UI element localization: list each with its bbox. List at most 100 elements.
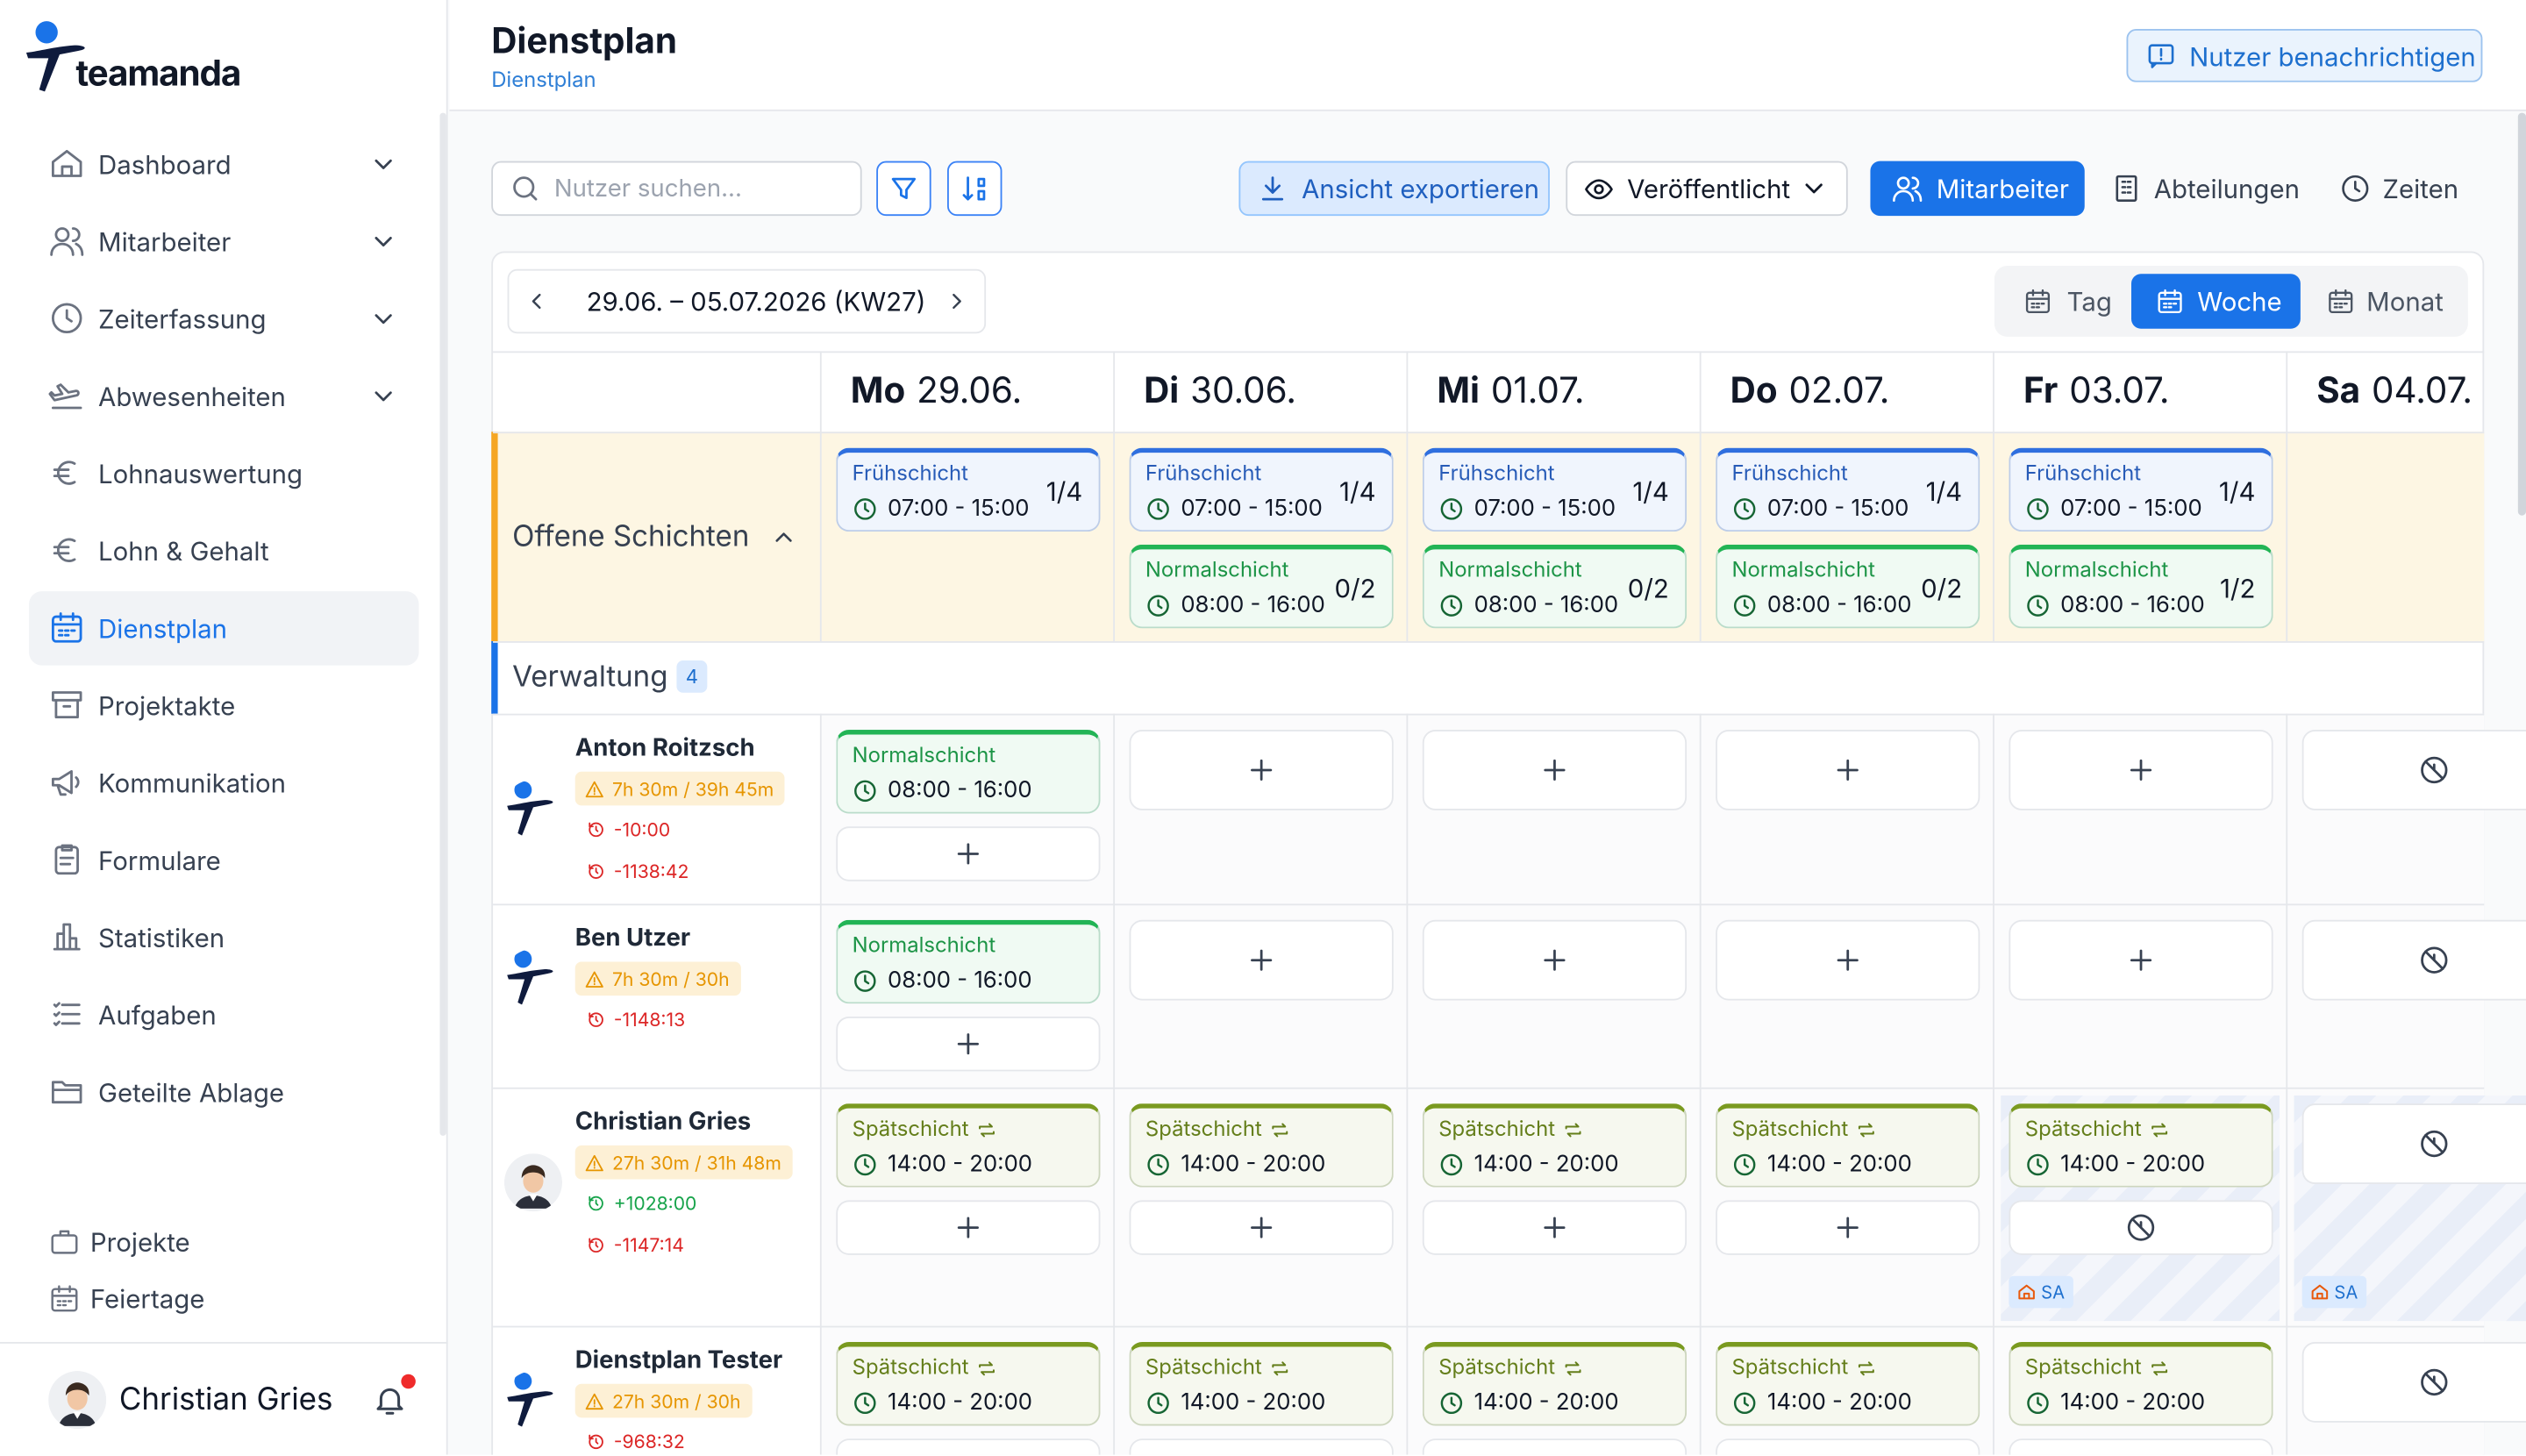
export-button[interactable] — [1238, 161, 1550, 217]
shift-time: 08:00 - 16:00 — [888, 776, 1032, 804]
shift-card[interactable]: Spätschicht 14:00 - 20:00 — [1422, 1342, 1688, 1426]
absence-code: SA — [2334, 1281, 2358, 1303]
date-picker[interactable] — [507, 268, 987, 334]
icon-part — [2424, 1372, 2444, 1393]
clock-icon — [2025, 1152, 2051, 1177]
breadcrumb[interactable]: Dienstplan — [491, 68, 596, 94]
shift-card[interactable]: Spätschicht 14:00 - 20:00 — [1716, 1103, 1980, 1188]
shift-card[interactable]: Frühschicht 07:00 - 15:00 1/4 — [1422, 447, 1688, 532]
shift-time: 14:00 - 20:00 — [1181, 1150, 1326, 1178]
clock-icon — [1145, 1390, 1171, 1416]
icon — [1584, 174, 1615, 204]
nav-label[interactable]: Projekte — [89, 1225, 190, 1259]
shift-card[interactable]: Spätschicht 14:00 - 20:00 — [2009, 1342, 2273, 1426]
employee-name[interactable]: Dienstplan Tester — [574, 1343, 783, 1374]
icon-part — [51, 149, 82, 177]
employee-name[interactable]: Christian Gries — [574, 1105, 752, 1136]
icon-part — [503, 1153, 563, 1212]
icon-part — [53, 1002, 81, 1026]
shift-card[interactable]: Spätschicht 14:00 - 20:00 — [1716, 1342, 1980, 1426]
icon-part — [1544, 1217, 1566, 1238]
icon-part — [513, 176, 535, 198]
shift-card[interactable]: Normalschicht 08:00 - 16:00 — [836, 919, 1101, 1004]
icon-part — [2151, 1122, 2168, 1137]
clock-icon — [1731, 496, 1757, 522]
shift-card[interactable]: Frühschicht 07:00 - 15:00 1/4 — [2009, 447, 2273, 532]
icon-part — [1147, 1153, 1169, 1176]
shift-card[interactable]: Spätschicht 14:00 - 20:00 — [1129, 1342, 1394, 1426]
mode-tab[interactable]: Tag — [2066, 285, 2112, 318]
shift-time: 14:00 - 20:00 — [1766, 1150, 1912, 1178]
icon-part — [1272, 1360, 1288, 1375]
icon-part — [585, 1154, 603, 1171]
shift-name: Normalschicht — [1145, 557, 1289, 583]
icon-part — [35, 21, 58, 44]
employee-name[interactable]: Ben Utzer — [574, 921, 691, 953]
icon-part — [507, 1372, 553, 1428]
shift-card[interactable]: Frühschicht 07:00 - 15:00 1/4 — [1129, 447, 1394, 532]
icon-part — [375, 314, 392, 325]
icon-part — [1733, 595, 1756, 617]
add-shift-button[interactable] — [836, 1438, 1101, 1455]
notify-button[interactable] — [2126, 29, 2483, 82]
shift-card[interactable]: Normalschicht 08:00 - 16:00 — [836, 730, 1101, 814]
hours-badge: 27h 30m / 30h — [574, 1383, 753, 1418]
shift-card[interactable]: Spätschicht 14:00 - 20:00 — [836, 1342, 1101, 1426]
icon-part — [1805, 183, 1823, 194]
mode-tab[interactable]: Monat — [2366, 285, 2444, 318]
icon-part — [1896, 176, 1910, 190]
nav-item[interactable] — [29, 591, 419, 666]
employee-avatar — [503, 1371, 563, 1430]
icon-part — [1147, 1392, 1169, 1415]
add-shift-button[interactable] — [2009, 1438, 2273, 1455]
icon-part — [2329, 289, 2353, 309]
view-tab[interactable]: Zeiten — [2382, 172, 2459, 205]
shift-card[interactable]: Spätschicht 14:00 - 20:00 — [836, 1103, 1101, 1188]
shift-card[interactable]: Frühschicht 07:00 - 15:00 1/4 — [1716, 447, 1980, 532]
view-tab[interactable]: Abteilungen — [2153, 172, 2300, 205]
shift-card[interactable]: Spätschicht 14:00 - 20:00 — [2009, 1103, 2273, 1188]
add-shift-button[interactable] — [1422, 1438, 1688, 1455]
status-select[interactable] — [1566, 161, 1848, 217]
icon-part — [1837, 759, 1859, 782]
icon-part — [2424, 760, 2444, 781]
balance-icon — [587, 862, 606, 881]
shift-card[interactable]: Normalschicht 08:00 - 16:00 0/2 — [1422, 544, 1688, 629]
employee-name[interactable]: Anton Roitzsch — [574, 731, 755, 762]
clock-icon — [1731, 593, 1757, 618]
shift-card[interactable]: Normalschicht 08:00 - 16:00 1/2 — [2009, 544, 2273, 629]
shift-name: Spätschicht — [2024, 1116, 2142, 1143]
shift-card[interactable]: Normalschicht 08:00 - 16:00 0/2 — [1716, 544, 1980, 629]
nav-item[interactable] — [29, 824, 418, 897]
shift-card[interactable]: Frühschicht 07:00 - 15:00 1/4 — [836, 447, 1101, 532]
clock-icon — [853, 1390, 878, 1416]
add-shift-button[interactable] — [1129, 1438, 1394, 1455]
sort-button[interactable] — [947, 161, 1003, 217]
icon-part — [775, 532, 792, 542]
plus-icon — [1245, 1450, 1278, 1455]
nav-icon — [48, 996, 85, 1032]
icon-part — [854, 1392, 876, 1415]
icon-part — [589, 822, 599, 832]
search-input[interactable] — [491, 161, 862, 217]
icon-part — [375, 237, 392, 247]
add-shift-button[interactable] — [1716, 1438, 1980, 1455]
column-divider — [2286, 713, 2288, 1455]
icon-part — [2148, 44, 2174, 65]
repeat-icon — [1563, 1357, 1584, 1378]
shift-card[interactable]: Spätschicht 14:00 - 20:00 — [1422, 1103, 1688, 1188]
nav-item[interactable] — [29, 978, 418, 1052]
nav-label[interactable]: Feiertage — [89, 1282, 205, 1315]
shift-card[interactable]: Spätschicht 14:00 - 20:00 — [1129, 1103, 1394, 1188]
icon-part — [854, 498, 876, 520]
mode-tab[interactable]: Woche — [2197, 285, 2282, 318]
icon-part — [1147, 1392, 1169, 1415]
icon-part — [1251, 759, 1273, 782]
view-tab[interactable]: Mitarbeiter — [1936, 172, 2069, 205]
icon-part — [532, 293, 541, 310]
shift-card[interactable]: Normalschicht 08:00 - 16:00 0/2 — [1129, 544, 1394, 629]
icon-part — [2018, 1284, 2035, 1300]
plus-icon — [953, 1211, 985, 1244]
icon-part — [854, 970, 876, 992]
filter-button[interactable] — [876, 161, 931, 217]
